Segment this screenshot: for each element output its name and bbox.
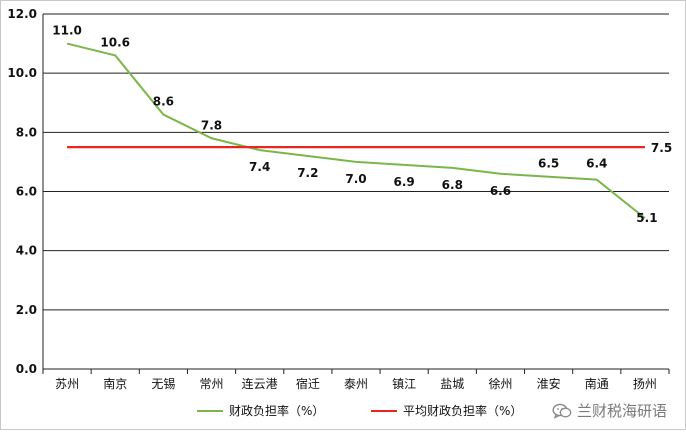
y-tick-label: 0.0	[16, 362, 37, 376]
legend-label-average: 平均财政负担率（%）	[403, 403, 522, 418]
x-tick-label: 镇江	[392, 377, 416, 391]
data-label: 6.9	[394, 175, 415, 189]
data-label: 6.6	[490, 184, 511, 198]
y-tick-label: 2.0	[16, 303, 37, 317]
wechat-icon	[552, 403, 572, 419]
x-tick-label: 徐州	[488, 376, 512, 391]
data-label: 11.0	[52, 24, 82, 38]
x-tick-label: 南京	[103, 376, 127, 391]
x-tick-label: 连云港	[242, 376, 278, 391]
y-tick-label: 4.0	[16, 244, 37, 258]
series-line	[66, 42, 646, 219]
data-label: 7.4	[249, 160, 270, 174]
data-label: 7.8	[201, 118, 222, 132]
legend-label-series: 财政负担率（%）	[229, 403, 324, 418]
data-label: 7.0	[345, 172, 366, 186]
data-label: 7.2	[297, 166, 318, 180]
y-tick-label: 10.0	[7, 66, 37, 80]
y-tick-label: 12.0	[7, 7, 37, 21]
data-label: 6.8	[442, 178, 463, 192]
x-tick-label: 泰州	[344, 377, 368, 391]
x-tick-label: 盐城	[440, 377, 464, 391]
watermark: 兰财税海研语	[552, 400, 667, 421]
data-label: 6.4	[586, 157, 607, 171]
x-tick-label: 苏州	[55, 377, 79, 391]
x-tick-label: 扬州	[633, 376, 657, 391]
x-tick-label: 南通	[585, 376, 609, 391]
y-tick-label: 8.0	[16, 125, 37, 139]
data-label: 5.1	[636, 211, 657, 225]
x-tick-label: 淮安	[537, 376, 561, 391]
data-label: 8.6	[153, 95, 174, 109]
average-line-label: 7.5	[651, 141, 672, 155]
x-tick-label: 常州	[200, 377, 224, 391]
data-label: 6.5	[538, 157, 559, 171]
data-label: 10.6	[100, 35, 130, 49]
x-tick-label: 无锡	[151, 376, 175, 391]
watermark-text: 兰财税海研语	[576, 402, 667, 420]
y-tick-label: 6.0	[16, 185, 37, 199]
x-tick-label: 宿迁	[296, 376, 320, 391]
